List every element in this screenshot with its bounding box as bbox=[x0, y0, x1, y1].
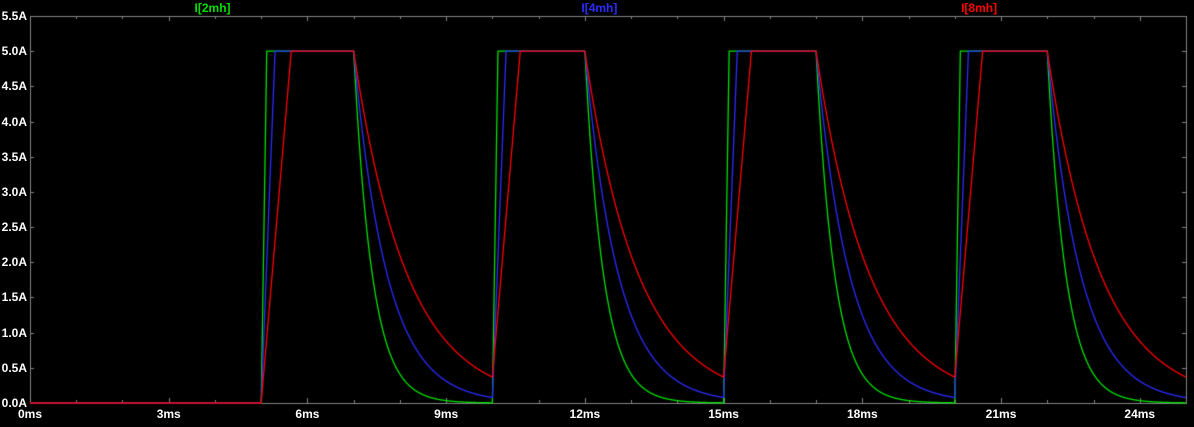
y-axis-tick-label: 3.0A bbox=[1, 184, 27, 199]
y-axis-tick-label: 2.5A bbox=[1, 220, 27, 235]
y-axis-tick-label: 2.0A bbox=[1, 255, 27, 270]
x-axis-tick-label: 21ms bbox=[985, 407, 1017, 421]
y-axis-tick-label: 5.5A bbox=[1, 9, 27, 23]
legend-label-i2mh[interactable]: I[2mh] bbox=[194, 1, 231, 15]
y-axis-tick-label: 3.5A bbox=[1, 149, 27, 164]
x-axis-tick-label: 0ms bbox=[17, 407, 43, 421]
y-axis-tick-label: 1.5A bbox=[1, 290, 27, 305]
y-axis-tick-label: 1.0A bbox=[1, 325, 27, 340]
x-axis-tick-label: 6ms bbox=[295, 407, 320, 421]
legend-label-i4mh[interactable]: I[4mh] bbox=[581, 1, 618, 15]
x-axis-tick-label: 3ms bbox=[156, 407, 181, 421]
x-axis-tick-label: 18ms bbox=[846, 407, 878, 421]
x-axis-tick-label: 15ms bbox=[708, 407, 739, 421]
x-axis-tick-label: 12ms bbox=[569, 407, 601, 421]
y-axis-tick-label: 0.5A bbox=[1, 360, 27, 375]
y-axis-tick-label: 5.0A bbox=[1, 44, 27, 59]
x-axis-tick-label: 9ms bbox=[434, 407, 459, 421]
x-axis-tick-label: 24ms bbox=[1124, 407, 1156, 421]
y-axis-tick-label: 4.5A bbox=[1, 79, 27, 94]
legend-label-i8mh[interactable]: I[8mh] bbox=[961, 1, 998, 15]
y-axis-tick-label: 4.0A bbox=[1, 114, 27, 129]
y-axis-tick-label: 0.0A bbox=[1, 396, 27, 410]
